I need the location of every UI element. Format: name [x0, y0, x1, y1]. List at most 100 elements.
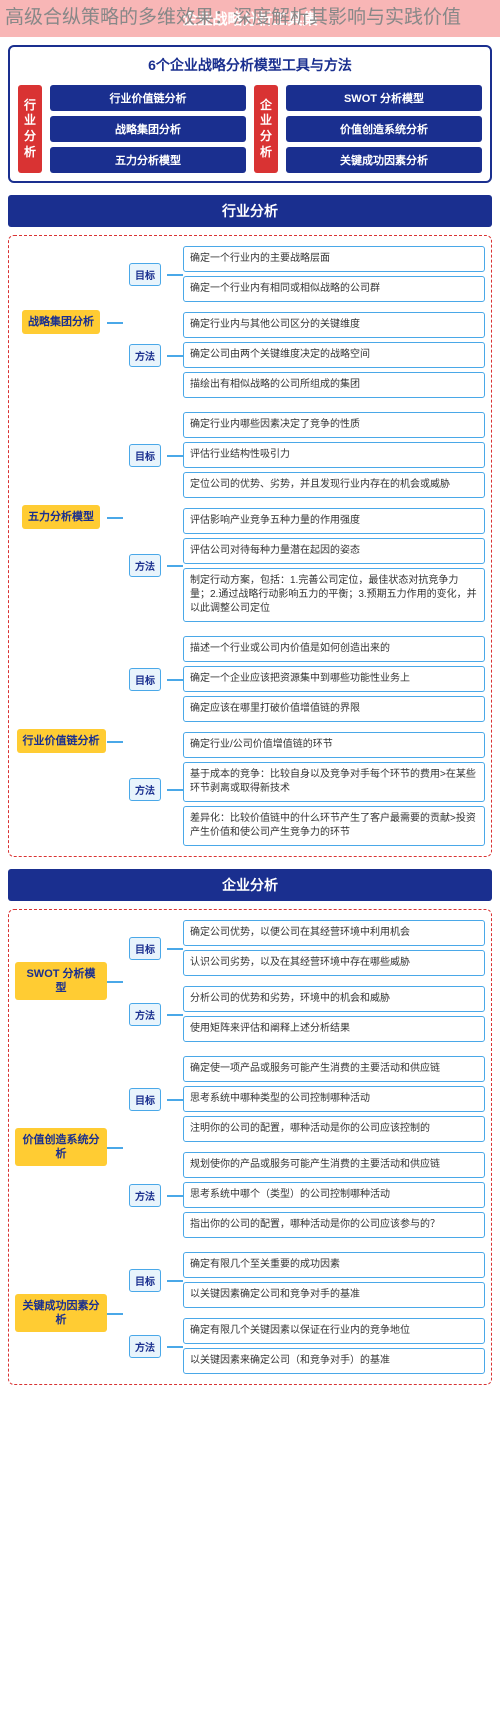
model-branches: 目标描述一个行业或公司内价值是如何创造出来的确定一个企业应该把资源集中到哪些功能…: [123, 636, 485, 846]
sub-label: 目标: [123, 1252, 167, 1308]
model-name: SWOT 分析模型: [15, 920, 107, 1042]
connector: [167, 1152, 183, 1238]
item-list: 确定行业内哪些因素决定了竞争的性质评估行业结构性吸引力定位公司的优势、劣势，并且…: [183, 412, 485, 498]
sub-group: 目标确定公司优势，以便公司在其经营环境中利用机会认识公司劣势，以及在其经营环境中…: [123, 920, 485, 976]
sub-label: 方法: [123, 986, 167, 1042]
item-list: 确定行业内与其他公司区分的关键维度确定公司由两个关键维度决定的战略空间描绘出有相…: [183, 312, 485, 398]
connector: [107, 246, 123, 398]
nav-button: 行业价值链分析: [50, 85, 246, 111]
item: 确定行业内与其他公司区分的关键维度: [183, 312, 485, 338]
connector: [167, 508, 183, 622]
item-list: 评估影响产业竞争五种力量的作用强度评估公司对待每种力量潜在起因的姿态制定行动方案…: [183, 508, 485, 622]
sub-group: 目标确定一个行业内的主要战略层面确定一个行业内有相同或相似战略的公司群: [123, 246, 485, 302]
sub-label: 方法: [123, 1152, 167, 1238]
item: 确定公司由两个关键维度决定的战略空间: [183, 342, 485, 368]
item: 确定行业内哪些因素决定了竞争的性质: [183, 412, 485, 438]
sub-label: 方法: [123, 312, 167, 398]
item: 评估公司对待每种力量潜在起因的姿态: [183, 538, 485, 564]
connector: [107, 920, 123, 1042]
vertical-label: 行业分析: [18, 85, 42, 173]
item: 评估行业结构性吸引力: [183, 442, 485, 468]
item: 基于成本的竞争：比较自身以及竞争对手每个环节的费用>在某些环节剥离或取得新技术: [183, 762, 485, 802]
nav-button: 关键成功因素分析: [286, 147, 482, 173]
top-summary-box: 6个企业战略分析模型工具与方法 行业分析行业价值链分析战略集团分析五力分析模型企…: [8, 45, 492, 183]
item: 指出你的公司的配置，哪种活动是你的公司应该参与的？: [183, 1212, 485, 1238]
sub-group: 目标确定使一项产品或服务可能产生消费的主要活动和供应链思考系统中哪种类型的公司控…: [123, 1056, 485, 1142]
item: 确定有限几个关键因素以保证在行业内的竞争地位: [183, 1318, 485, 1344]
item-list: 确定有限几个至关重要的成功因素以关键因素确定公司和竞争对手的基准: [183, 1252, 485, 1308]
button-column: 行业价值链分析战略集团分析五力分析模型: [50, 85, 246, 173]
connector: [167, 246, 183, 302]
item: 确定一个行业内有相同或相似战略的公司群: [183, 276, 485, 302]
model-branches: 目标确定公司优势，以便公司在其经营环境中利用机会认识公司劣势，以及在其经营环境中…: [123, 920, 485, 1042]
connector: [167, 1318, 183, 1374]
sub-group: 方法分析公司的优势和劣势，环境中的机会和威胁使用矩阵来评估和阐释上述分析结果: [123, 986, 485, 1042]
section-header: 行业分析: [8, 195, 492, 227]
item: 分析公司的优势和劣势，环境中的机会和威胁: [183, 986, 485, 1012]
section: 企业分析SWOT 分析模型目标确定公司优势，以便公司在其经营环境中利用机会认识公…: [8, 869, 492, 1385]
item: 制定行动方案，包括：1.完善公司定位，最佳状态对抗竞争力量；2.通过战略行动影响…: [183, 568, 485, 622]
item: 确定有限几个至关重要的成功因素: [183, 1252, 485, 1278]
connector: [107, 1056, 123, 1238]
item-list: 分析公司的优势和劣势，环境中的机会和威胁使用矩阵来评估和阐释上述分析结果: [183, 986, 485, 1042]
model-row: 战略集团分析目标确定一个行业内的主要战略层面确定一个行业内有相同或相似战略的公司…: [15, 246, 485, 398]
sub-group: 方法评估影响产业竞争五种力量的作用强度评估公司对待每种力量潜在起因的姿态制定行动…: [123, 508, 485, 622]
section: 行业分析战略集团分析目标确定一个行业内的主要战略层面确定一个行业内有相同或相似战…: [8, 195, 492, 857]
item: 以关键因素确定公司和竞争对手的基准: [183, 1282, 485, 1308]
section-header: 企业分析: [8, 869, 492, 901]
connector: [107, 412, 123, 622]
item: 确定公司优势，以便公司在其经营环境中利用机会: [183, 920, 485, 946]
sub-label: 目标: [123, 636, 167, 722]
item: 规划使你的产品或服务可能产生消费的主要活动和供应链: [183, 1152, 485, 1178]
sub-group: 目标确定有限几个至关重要的成功因素以关键因素确定公司和竞争对手的基准: [123, 1252, 485, 1308]
connector: [167, 636, 183, 722]
model-name: 行业价值链分析: [15, 636, 107, 846]
sub-group: 方法确定有限几个关键因素以保证在行业内的竞争地位以关键因素来确定公司（和竞争对手…: [123, 1318, 485, 1374]
model-branches: 目标确定一个行业内的主要战略层面确定一个行业内有相同或相似战略的公司群方法确定行…: [123, 246, 485, 398]
item: 认识公司劣势，以及在其经营环境中存在哪些威胁: [183, 950, 485, 976]
sub-group: 方法确定行业/公司价值增值链的环节基于成本的竞争：比较自身以及竞争对手每个环节的…: [123, 732, 485, 846]
item-list: 描述一个行业或公司内价值是如何创造出来的确定一个企业应该把资源集中到哪些功能性业…: [183, 636, 485, 722]
sub-label: 目标: [123, 246, 167, 302]
item: 使用矩阵来评估和阐释上述分析结果: [183, 1016, 485, 1042]
item: 确定一个行业内的主要战略层面: [183, 246, 485, 272]
top-grid: 行业分析行业价值链分析战略集团分析五力分析模型企业分析SWOT 分析模型价值创造…: [18, 85, 482, 173]
model-row: 五力分析模型目标确定行业内哪些因素决定了竞争的性质评估行业结构性吸引力定位公司的…: [15, 412, 485, 622]
item: 差异化：比较价值链中的什么环节产生了客户最需要的贡献>投资产生价值和使公司产生竞…: [183, 806, 485, 846]
connector: [167, 920, 183, 976]
sub-label: 方法: [123, 732, 167, 846]
connector: [167, 312, 183, 398]
item: 描述一个行业或公司内价值是如何创造出来的: [183, 636, 485, 662]
sub-label: 目标: [123, 1056, 167, 1142]
sub-label: 目标: [123, 920, 167, 976]
overlay-title: 高级合纵策略的多维效果：深度解析其影响与实践价值: [5, 5, 461, 32]
model-name: 战略集团分析: [15, 246, 107, 398]
model-row: 行业价值链分析目标描述一个行业或公司内价值是如何创造出来的确定一个企业应该把资源…: [15, 636, 485, 846]
item-list: 规划使你的产品或服务可能产生消费的主要活动和供应链思考系统中哪个（类型）的公司控…: [183, 1152, 485, 1238]
item: 确定使一项产品或服务可能产生消费的主要活动和供应链: [183, 1056, 485, 1082]
connector: [167, 412, 183, 498]
connector: [167, 1056, 183, 1142]
model-branches: 目标确定有限几个至关重要的成功因素以关键因素确定公司和竞争对手的基准方法确定有限…: [123, 1252, 485, 1374]
nav-button: 战略集团分析: [50, 116, 246, 142]
section-body: SWOT 分析模型目标确定公司优势，以便公司在其经营环境中利用机会认识公司劣势，…: [8, 909, 492, 1385]
item: 确定一个企业应该把资源集中到哪些功能性业务上: [183, 666, 485, 692]
model-branches: 目标确定行业内哪些因素决定了竞争的性质评估行业结构性吸引力定位公司的优势、劣势，…: [123, 412, 485, 622]
item-list: 确定使一项产品或服务可能产生消费的主要活动和供应链思考系统中哪种类型的公司控制哪…: [183, 1056, 485, 1142]
nav-button: SWOT 分析模型: [286, 85, 482, 111]
item: 定位公司的优势、劣势，并且发现行业内存在的机会或威胁: [183, 472, 485, 498]
item: 思考系统中哪个（类型）的公司控制哪种活动: [183, 1182, 485, 1208]
item: 思考系统中哪种类型的公司控制哪种活动: [183, 1086, 485, 1112]
sub-group: 目标描述一个行业或公司内价值是如何创造出来的确定一个企业应该把资源集中到哪些功能…: [123, 636, 485, 722]
item: 评估影响产业竞争五种力量的作用强度: [183, 508, 485, 534]
model-name: 价值创造系统分析: [15, 1056, 107, 1238]
item-list: 确定有限几个关键因素以保证在行业内的竞争地位以关键因素来确定公司（和竞争对手）的…: [183, 1318, 485, 1374]
model-row: 关键成功因素分析目标确定有限几个至关重要的成功因素以关键因素确定公司和竞争对手的…: [15, 1252, 485, 1374]
connector: [167, 1252, 183, 1308]
section-body: 战略集团分析目标确定一个行业内的主要战略层面确定一个行业内有相同或相似战略的公司…: [8, 235, 492, 857]
sub-label: 方法: [123, 1318, 167, 1374]
nav-button: 价值创造系统分析: [286, 116, 482, 142]
sub-group: 目标确定行业内哪些因素决定了竞争的性质评估行业结构性吸引力定位公司的优势、劣势，…: [123, 412, 485, 498]
item-list: 确定公司优势，以便公司在其经营环境中利用机会认识公司劣势，以及在其经营环境中存在…: [183, 920, 485, 976]
item: 确定应该在哪里打破价值增值链的界限: [183, 696, 485, 722]
